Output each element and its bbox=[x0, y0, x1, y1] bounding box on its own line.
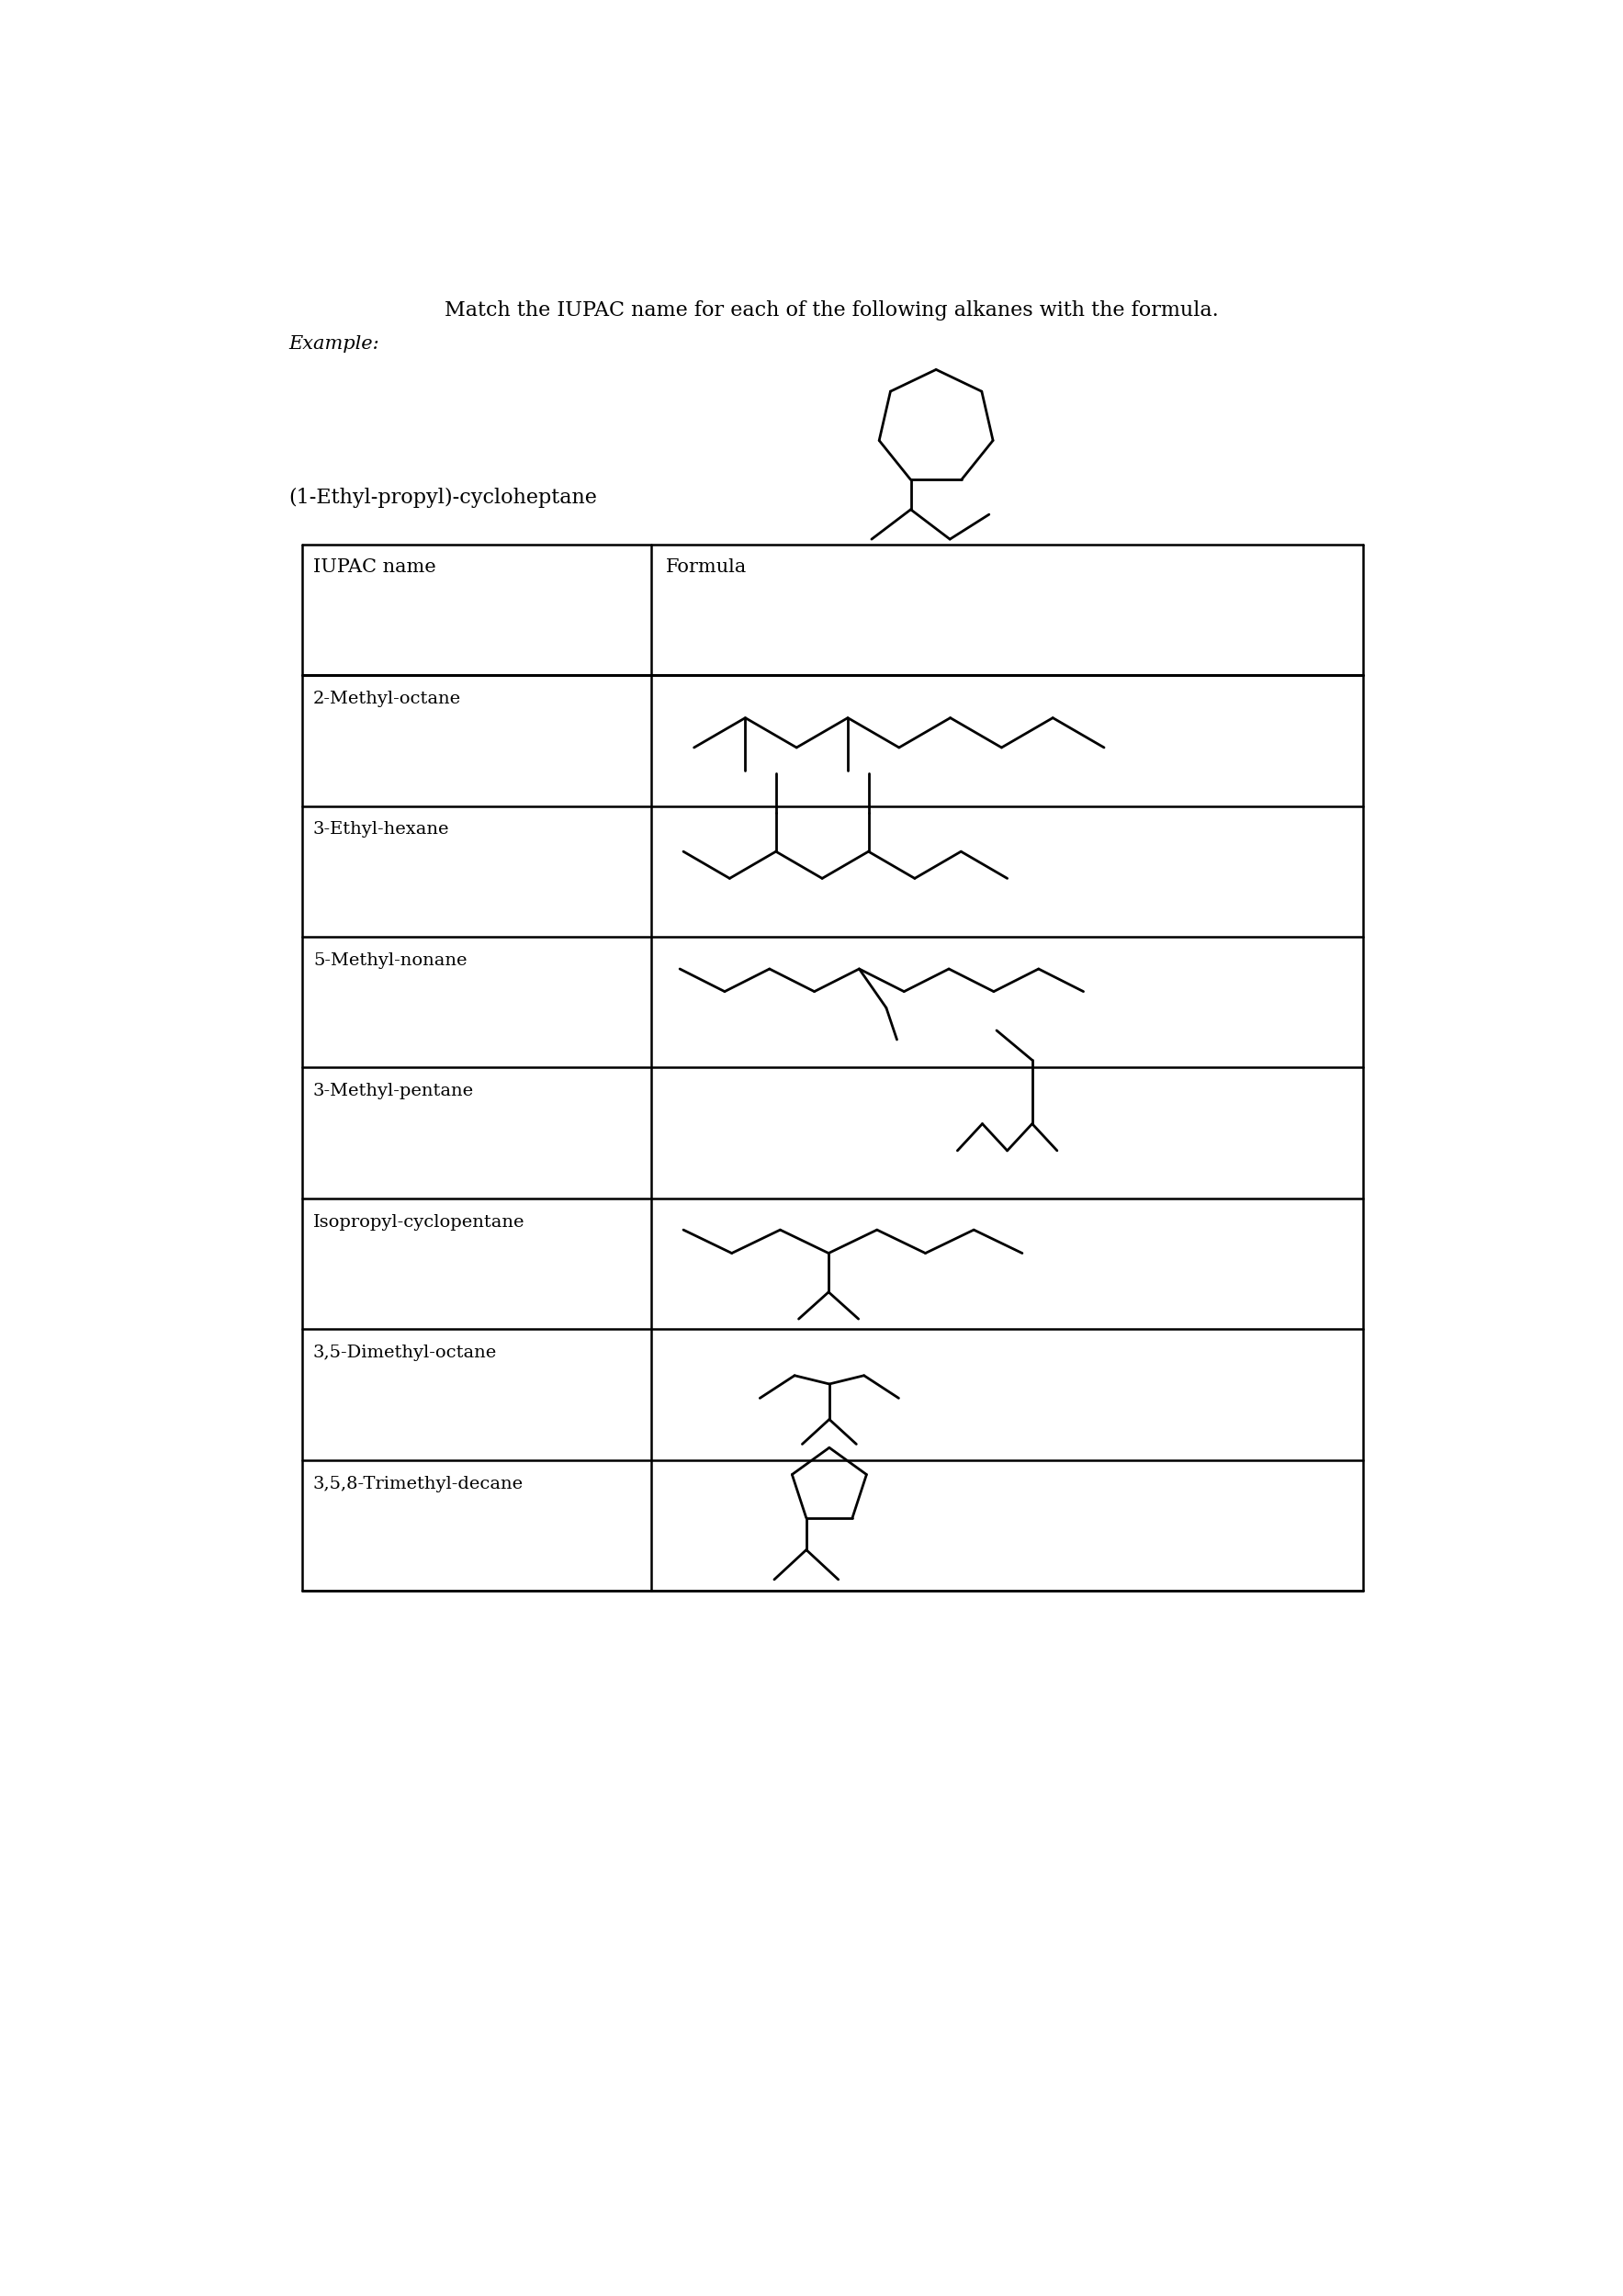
Text: Match the IUPAC name for each of the following alkanes with the formula.: Match the IUPAC name for each of the fol… bbox=[445, 301, 1219, 321]
Text: Example:: Example: bbox=[289, 335, 378, 354]
Text: 3,5-Dimethyl-octane: 3,5-Dimethyl-octane bbox=[313, 1345, 497, 1362]
Text: 3,5,8-Trimethyl-decane: 3,5,8-Trimethyl-decane bbox=[313, 1476, 524, 1492]
Text: IUPAC name: IUPAC name bbox=[313, 558, 437, 576]
Text: 2-Methyl-octane: 2-Methyl-octane bbox=[313, 691, 461, 707]
Text: 3-Methyl-pentane: 3-Methyl-pentane bbox=[313, 1084, 474, 1100]
Text: 3-Ethyl-hexane: 3-Ethyl-hexane bbox=[313, 822, 450, 838]
Text: Isopropyl-cyclopentane: Isopropyl-cyclopentane bbox=[313, 1215, 524, 1231]
Text: Formula: Formula bbox=[665, 558, 747, 576]
Text: (1-Ethyl-propyl)-cycloheptane: (1-Ethyl-propyl)-cycloheptane bbox=[289, 487, 597, 507]
Text: 5-Methyl-nonane: 5-Methyl-nonane bbox=[313, 953, 467, 969]
